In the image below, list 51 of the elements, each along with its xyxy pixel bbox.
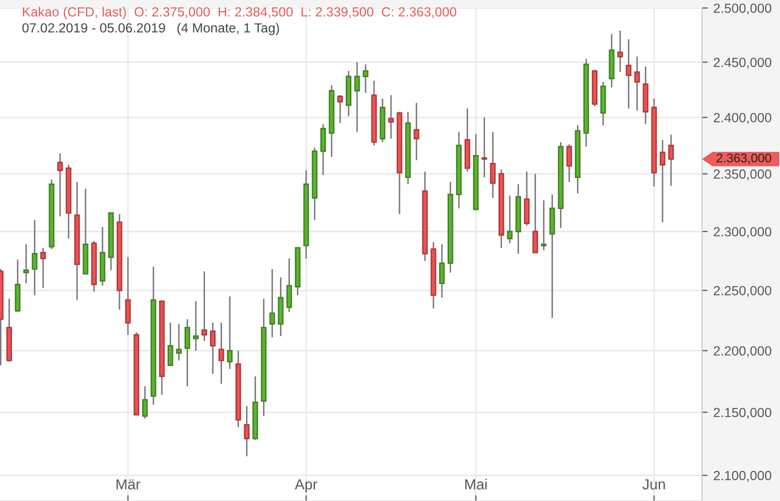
y-tick-label: 2.450,000 — [714, 58, 772, 69]
candlestick — [532, 173, 538, 254]
y-tick-label: 2.400,000 — [714, 112, 772, 124]
chart-title: Kakao (CFD, last) O: 2.375,000 H: 2.384,500 L: 2.339,500 C: 2.363,000 — [22, 6, 456, 20]
candlestick — [32, 219, 38, 296]
candlestick — [184, 318, 190, 387]
x-tick-label: Mai — [465, 478, 487, 490]
candlestick — [226, 296, 233, 370]
candlestick — [668, 134, 674, 187]
candlestick — [634, 56, 640, 112]
candlestick — [320, 123, 326, 176]
candlestick — [482, 116, 488, 178]
y-tick-label: 2.500,000 — [714, 4, 772, 14]
candlestick — [218, 322, 224, 384]
y-tick-label: 2.200,000 — [714, 346, 772, 358]
candlestick — [388, 94, 394, 140]
candlestick — [176, 323, 182, 362]
candlestick — [286, 258, 292, 313]
y-tick-label: 2.100,000 — [714, 470, 772, 482]
candlestick — [566, 144, 572, 183]
y-tick-label: 2.150,000 — [714, 408, 772, 419]
x-tick-label: Mär — [116, 479, 140, 490]
candlestick — [23, 244, 29, 284]
candlestick — [439, 244, 445, 298]
candlestick — [506, 194, 513, 244]
candlestick — [168, 322, 174, 366]
candlestick — [210, 322, 216, 375]
candlestick — [354, 61, 360, 133]
candlestick — [362, 64, 368, 94]
candlestick — [57, 152, 63, 218]
candlestick — [617, 30, 623, 73]
candlestick — [142, 386, 148, 420]
y-tick-label: 2.250,000 — [714, 286, 772, 297]
candlestick — [337, 94, 343, 124]
candlestick — [193, 300, 199, 352]
candlestick — [626, 38, 632, 110]
candlestick — [414, 102, 420, 161]
candlestick — [244, 405, 250, 457]
candlestick — [40, 247, 46, 289]
candlestick — [125, 256, 131, 336]
y-tick-label: 2.350,000 — [714, 169, 772, 180]
text: 2.363,000 — [716, 154, 772, 164]
candlestick — [202, 270, 208, 342]
x-tick-label: Jun — [642, 479, 665, 490]
text: 07.02.2019 - 05.06.2019 (4 Monate, 1 Tag) — [22, 22, 279, 36]
candlestick — [269, 268, 276, 338]
candlestick — [660, 139, 666, 223]
x-tick-label: Apr — [294, 479, 318, 492]
y-tick-label: 2.300,000 — [714, 227, 772, 238]
candlestick — [490, 131, 496, 199]
candlestick — [540, 200, 547, 251]
